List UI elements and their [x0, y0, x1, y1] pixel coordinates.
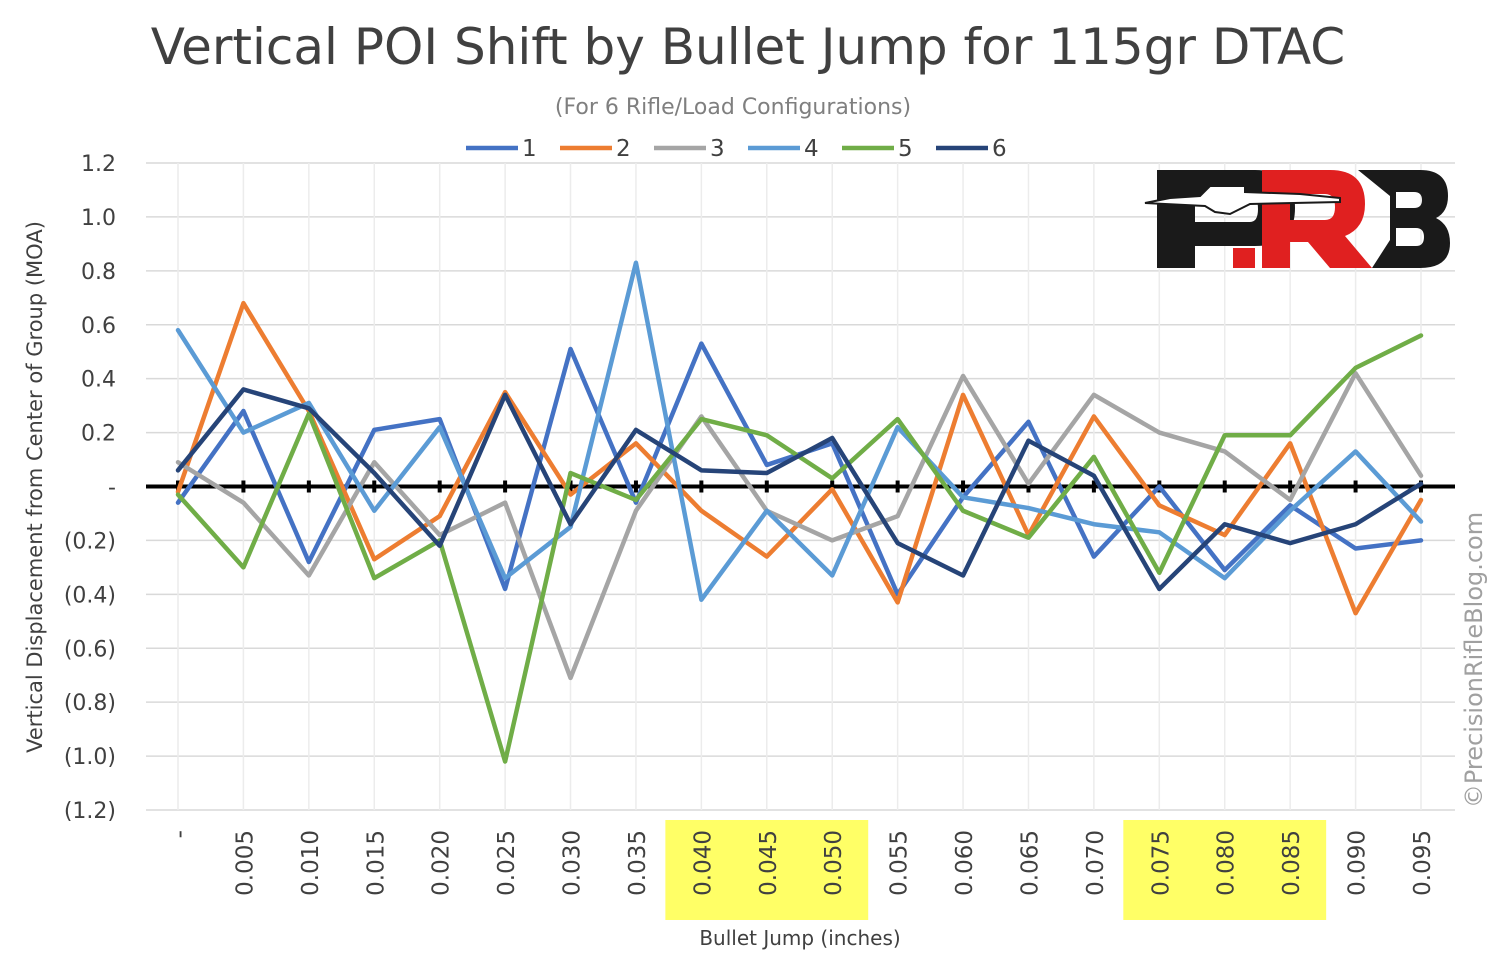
series-line-3 — [175, 371, 1424, 681]
y-tick-label: (0.2) — [64, 529, 116, 554]
y-tick-label: 1.0 — [81, 206, 116, 231]
x-tick-label: 0.075 — [1148, 830, 1174, 896]
series-line-2 — [175, 300, 1424, 616]
y-tick-label: (1.0) — [64, 745, 116, 770]
x-tick-label: 0.010 — [298, 830, 324, 896]
x-axis-label: Bullet Jump (inches) — [699, 926, 900, 950]
x-tick-label: 0.070 — [1083, 830, 1109, 896]
x-tick-label: 0.065 — [1017, 830, 1043, 896]
x-tick-label: 0.085 — [1279, 830, 1305, 896]
legend-label-6: 6 — [992, 136, 1007, 162]
series-line-5 — [175, 333, 1424, 764]
x-tick-label: 0.045 — [756, 830, 782, 896]
x-tick-label: - — [167, 830, 193, 838]
chart-title: Vertical POI Shift by Bullet Jump for 11… — [151, 18, 1345, 76]
series-line-6 — [175, 387, 1424, 592]
x-tick-label: 0.020 — [429, 830, 455, 896]
x-tick-label: 0.060 — [952, 830, 978, 896]
legend-label-1: 1 — [522, 136, 537, 162]
x-tick-label: 0.015 — [363, 830, 389, 896]
prb-logo — [1144, 170, 1450, 268]
x-tick-labels: - 0.005 0.010 0.015 0.020 0.025 0.030 0.035 0.04… — [167, 830, 1436, 896]
chart-subtitle: (For 6 Rifle/Load Configurations) — [555, 95, 911, 120]
x-tick-label: 0.035 — [625, 830, 651, 896]
x-tick-label: 0.080 — [1214, 830, 1240, 896]
logo-rifle-icon — [1144, 185, 1341, 216]
legend-label-5: 5 — [898, 136, 913, 162]
x-tick-label: 0.090 — [1345, 830, 1371, 896]
legend-label-3: 3 — [710, 136, 725, 162]
series-line-4 — [175, 260, 1424, 602]
y-tick-label: (1.2) — [64, 799, 116, 824]
highlight-boxes — [665, 820, 1327, 920]
legend: 1 2 3 4 5 6 — [466, 136, 1007, 162]
y-axis-label: Vertical Displacement from Center of Gro… — [23, 221, 47, 753]
y-tick-label: 1.2 — [81, 152, 116, 177]
watermark: ©PrecisionRifleBlog.com — [1460, 512, 1488, 808]
y-tick-label: (0.6) — [64, 637, 116, 662]
logo-letter-r — [1262, 170, 1372, 268]
y-tick-label: (0.4) — [64, 583, 116, 608]
y-tick-label: 0.8 — [81, 260, 116, 285]
x-tick-label: 0.030 — [560, 830, 586, 896]
legend-label-4: 4 — [804, 136, 819, 162]
y-tick-label: (0.8) — [64, 691, 116, 716]
highlight-box — [665, 820, 869, 920]
logo-letter-b — [1358, 170, 1450, 268]
highlight-box — [1123, 820, 1327, 920]
y-tick-label: 0.6 — [81, 314, 116, 339]
x-tick-label: 0.005 — [232, 830, 258, 896]
x-tick-label: 0.025 — [494, 830, 520, 896]
y-tick-label: - — [108, 476, 116, 501]
x-tick-label: 0.040 — [690, 830, 716, 896]
y-tick-labels: 1.2 1.0 0.8 0.6 0.4 0.2 - (0.2) (0.4) (0.6) (0.8) (… — [64, 152, 116, 824]
logo-red-dot — [1233, 248, 1255, 268]
x-tick-label: 0.050 — [821, 830, 847, 896]
x-tick-label: 0.095 — [1410, 830, 1436, 896]
series-lines — [175, 260, 1424, 764]
y-tick-label: 0.2 — [81, 422, 116, 447]
y-tick-label: 0.4 — [81, 368, 116, 393]
x-tick-label: 0.055 — [887, 830, 913, 896]
legend-label-2: 2 — [616, 136, 631, 162]
